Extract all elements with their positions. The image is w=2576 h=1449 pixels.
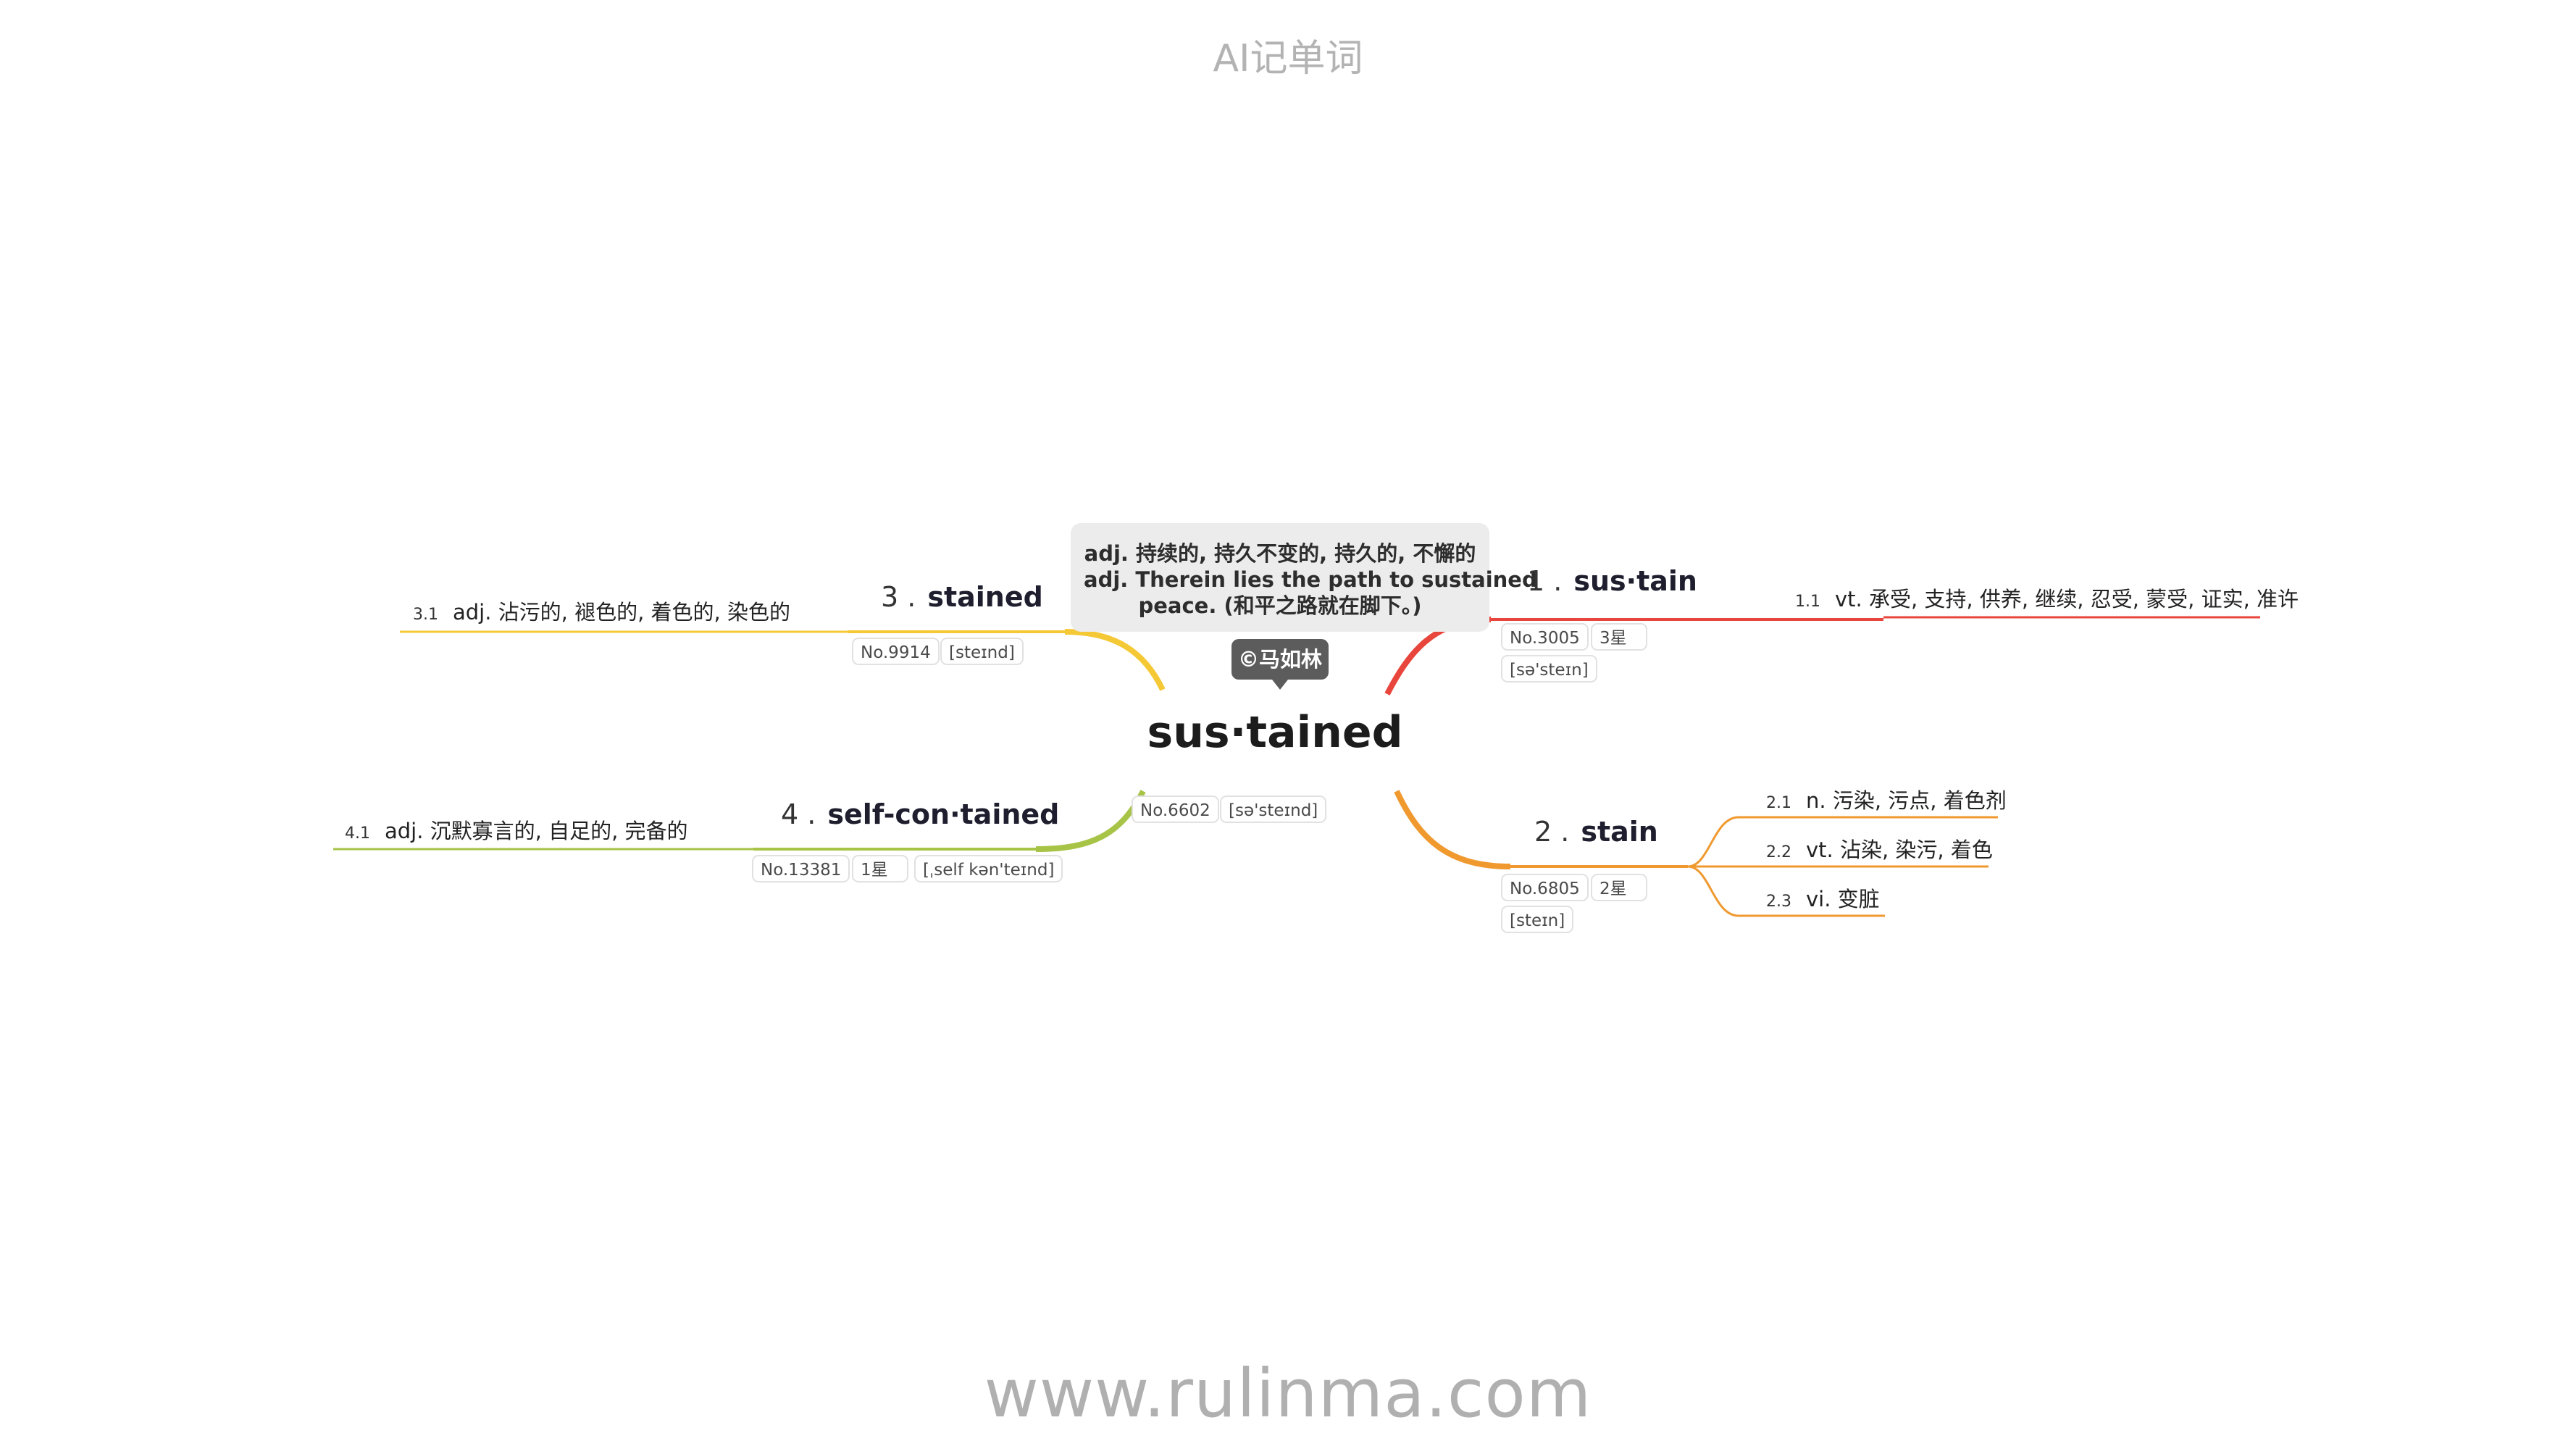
definition-4-1: 4.1 adj. 沉默寡言的, 自足的, 完备的 bbox=[345, 814, 688, 845]
branch-1-node[interactable]: 1 . sus·tain bbox=[1527, 565, 1697, 597]
branch-2-number-tag: No.6805 bbox=[1501, 874, 1589, 901]
branch-4-stars-tag: 1星 bbox=[852, 855, 908, 882]
branch-3-index: 3 . bbox=[881, 581, 916, 613]
branch-2-word: stain bbox=[1581, 816, 1658, 848]
branch-4-word: self-con·tained bbox=[827, 798, 1060, 830]
underline-def-2-1 bbox=[1687, 816, 1998, 868]
definition-tooltip: adj. 持续的, 持久不变的, 持久的, 不懈的 adj. Therein l… bbox=[1071, 523, 1537, 632]
branch-1-stars-tag: 3星 bbox=[1591, 623, 1647, 651]
definition-2-1: 2.1 n. 污染, 污点, 着色剂 bbox=[1766, 784, 2007, 814]
branch-3-phonetic-tag: [steɪnd] bbox=[940, 638, 1024, 665]
branch-3-number-tag: No.9914 bbox=[852, 638, 940, 665]
definition-number: 2.2 bbox=[1766, 843, 1791, 861]
central-word[interactable]: sus·tained bbox=[1147, 707, 1403, 758]
definition-number: 2.1 bbox=[1766, 794, 1791, 812]
branch-3-word: stained bbox=[927, 581, 1043, 613]
definition-2-3: 2.3 vi. 变脏 bbox=[1766, 882, 1880, 913]
definition-text: vt. 承受, 支持, 供养, 继续, 忍受, 蒙受, 证实, 准许 bbox=[1835, 587, 2299, 611]
branch-4-phonetic-tag: [ˌself kən'teɪnd] bbox=[914, 855, 1063, 882]
branch-4-node[interactable]: 4 . self-con·tained bbox=[781, 798, 1059, 830]
branch-4-number-tag: No.13381 bbox=[752, 855, 850, 882]
definition-number: 2.3 bbox=[1766, 893, 1791, 911]
definition-number: 3.1 bbox=[413, 606, 438, 624]
branch-1-index: 1 . bbox=[1527, 565, 1563, 597]
connector-branch-3 bbox=[1064, 629, 1166, 691]
branch-2-node[interactable]: 2 . stain bbox=[1534, 816, 1658, 848]
definition-text: adj. 沾污的, 褪色的, 着色的, 染色的 bbox=[453, 600, 790, 625]
definition-1-1: 1.1 vt. 承受, 支持, 供养, 继续, 忍受, 蒙受, 证实, 准许 bbox=[1795, 582, 2299, 613]
branch-2-phonetic-tag: [steɪn] bbox=[1501, 906, 1574, 933]
definition-text: vi. 变脏 bbox=[1806, 887, 1880, 911]
underline-def-2-3 bbox=[1687, 865, 1885, 917]
branch-2-index: 2 . bbox=[1534, 816, 1570, 848]
branch-1-phonetic-tag: [sə'steɪn] bbox=[1501, 655, 1597, 682]
definition-text: vt. 沾染, 染污, 着色 bbox=[1806, 838, 1993, 862]
central-number-tag: No.6602 bbox=[1132, 796, 1219, 823]
branch-1-word: sus·tain bbox=[1573, 565, 1697, 597]
branch-3-node[interactable]: 3 . stained bbox=[881, 581, 1043, 613]
definition-number: 1.1 bbox=[1795, 593, 1820, 611]
branch-4-index: 4 . bbox=[781, 798, 816, 830]
definition-3-1: 3.1 adj. 沾污的, 褪色的, 着色的, 染色的 bbox=[413, 596, 790, 626]
definition-2-2: 2.2 vt. 沾染, 染污, 着色 bbox=[1766, 833, 1993, 864]
tooltip-line-2: adj. Therein lies the path to sustained bbox=[1084, 567, 1537, 592]
footer-url[interactable]: www.rulinma.com bbox=[984, 1355, 1592, 1432]
branch-1-number-tag: No.3005 bbox=[1501, 623, 1589, 651]
definition-text: adj. 沉默寡言的, 自足的, 完备的 bbox=[385, 819, 688, 843]
branch-2-stars-tag: 2星 bbox=[1591, 874, 1647, 901]
app-title: AI记单词 bbox=[1213, 37, 1363, 80]
definition-text: n. 污染, 污点, 着色剂 bbox=[1806, 788, 2007, 813]
tooltip-line-1: adj. 持续的, 持久不变的, 持久的, 不懈的 bbox=[1084, 541, 1476, 566]
author-badge: ©马如林 bbox=[1231, 639, 1329, 690]
connector-branch-2 bbox=[1394, 790, 1511, 869]
central-phonetic-tag: [sə'steɪnd] bbox=[1220, 796, 1327, 823]
definition-number: 4.1 bbox=[345, 824, 370, 843]
tooltip-line-3: peace. (和平之路就在脚下。) bbox=[1138, 593, 1422, 618]
